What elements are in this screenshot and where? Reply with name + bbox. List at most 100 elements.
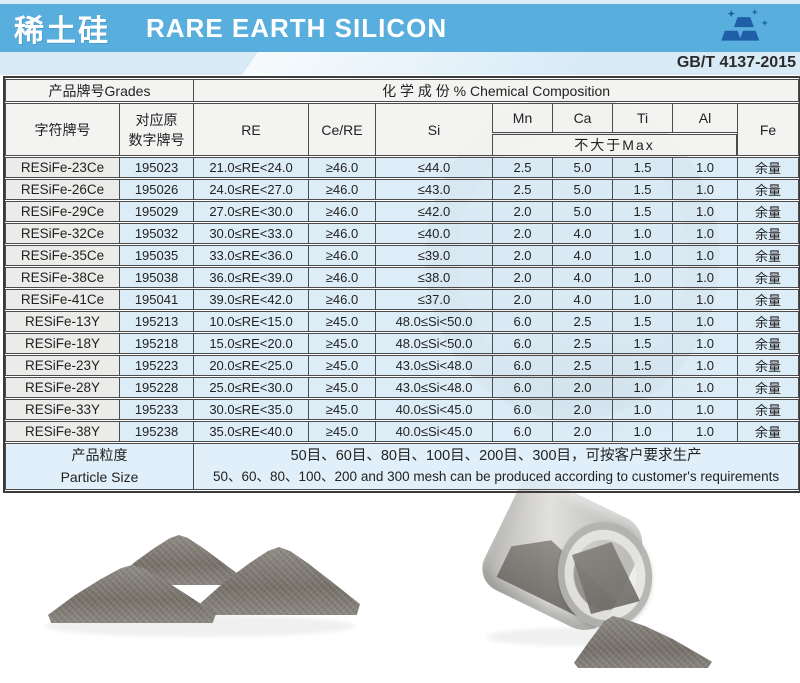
cell-fe: 余量: [737, 355, 800, 376]
cell-ca: 4.0: [552, 245, 613, 266]
cell-grade: RESiFe-38Ce: [5, 267, 119, 288]
cell-re: 35.0≤RE<40.0: [193, 421, 309, 442]
cell-mn: 6.0: [492, 377, 553, 398]
table-row: RESiFe-29Ce 195029 27.0≤RE<30.0 ≥46.0 ≤4…: [5, 201, 800, 222]
cell-code: 195041: [119, 289, 194, 310]
cell-mn: 6.0: [492, 355, 553, 376]
ingots-icon: [721, 9, 768, 41]
cell-al: 1.0: [672, 179, 738, 200]
header-max-row: 不大于Max: [5, 134, 799, 156]
header-numeric-grade-line1: 对应原: [135, 111, 178, 128]
cell-ca: 4.0: [552, 289, 613, 310]
cell-ca: 2.0: [552, 377, 613, 398]
cell-code: 195029: [119, 201, 194, 222]
cell-ti: 1.0: [612, 399, 673, 420]
table-row: RESiFe-32Ce 195032 30.0≤RE<33.0 ≥46.0 ≤4…: [5, 223, 800, 244]
cell-code: 195223: [119, 355, 194, 376]
cell-al: 1.0: [672, 399, 738, 420]
table-row: RESiFe-18Y 195218 15.0≤RE<20.0 ≥45.0 48.…: [5, 333, 800, 354]
cell-mn: 2.5: [492, 179, 553, 200]
cell-grade: RESiFe-32Ce: [5, 223, 119, 244]
header-max: 不大于Max: [492, 134, 738, 156]
cell-fe: 余量: [737, 311, 800, 332]
cell-al: 1.0: [672, 289, 738, 310]
cell-al: 1.0: [672, 311, 738, 332]
cell-mn: 6.0: [492, 333, 553, 354]
cell-cere: ≥45.0: [308, 355, 376, 376]
cell-grade: RESiFe-38Y: [5, 421, 119, 442]
header-symbol-grade: 字符牌号: [5, 103, 119, 156]
table-row: RESiFe-23Ce 195023 21.0≤RE<24.0 ≥46.0 ≤4…: [5, 157, 800, 178]
cell-code: 195026: [119, 179, 194, 200]
cell-ti: 1.5: [612, 355, 673, 376]
cell-si: 40.0≤Si<45.0: [375, 421, 493, 442]
cell-code: 195238: [119, 421, 194, 442]
cell-re: 21.0≤RE<24.0: [193, 157, 309, 178]
cell-re: 39.0≤RE<42.0: [193, 289, 309, 310]
header-group-row: 产品牌号Grades 化 学 成 份 % Chemical Compositio…: [5, 79, 800, 102]
cell-al: 1.0: [672, 157, 738, 178]
cell-ca: 2.0: [552, 421, 613, 442]
header-si: Si: [375, 103, 493, 156]
table-row: RESiFe-13Y 195213 10.0≤RE<15.0 ≥45.0 48.…: [5, 311, 800, 332]
cell-cere: ≥45.0: [308, 399, 376, 420]
cell-si: ≤44.0: [375, 157, 493, 178]
particle-text-en: 50、60、80、100、200 and 300 mesh can be pro…: [212, 469, 780, 485]
cell-ti: 1.5: [612, 157, 673, 178]
cell-ti: 1.0: [612, 245, 673, 266]
cell-code: 195035: [119, 245, 194, 266]
cell-cere: ≥46.0: [308, 267, 376, 288]
cell-re: 27.0≤RE<30.0: [193, 201, 309, 222]
cell-code: 195228: [119, 377, 194, 398]
cell-si: ≤42.0: [375, 201, 493, 222]
cell-cere: ≥45.0: [308, 421, 376, 442]
header-ti: Ti: [612, 103, 673, 133]
cell-ti: 1.5: [612, 201, 673, 222]
cell-si: ≤38.0: [375, 267, 493, 288]
cell-fe: 余量: [737, 179, 800, 200]
cell-fe: 余量: [737, 223, 800, 244]
cell-code: 195023: [119, 157, 194, 178]
particle-label-zh: 产品粒度: [71, 446, 128, 463]
cell-cere: ≥46.0: [308, 245, 376, 266]
cell-cere: ≥46.0: [308, 201, 376, 222]
cell-al: 1.0: [672, 223, 738, 244]
header-numeric-grade-line2: 数字牌号: [128, 131, 185, 148]
particle-size-label: 产品粒度 Particle Size: [5, 443, 194, 490]
header-grades-group: 产品牌号Grades: [5, 79, 194, 102]
table-row: RESiFe-23Y 195223 20.0≤RE<25.0 ≥45.0 43.…: [5, 355, 800, 376]
cell-fe: 余量: [737, 377, 800, 398]
particle-size-content: 50目、60目、80目、100目、200目、300目，可按客户要求生产 50、6…: [193, 443, 800, 490]
cell-fe: 余量: [737, 267, 800, 288]
cell-cere: ≥46.0: [308, 157, 376, 178]
header-columns-row: 字符牌号 对应原 数字牌号 RE Ce/RE Si Mn Ca Ti Al Fe: [5, 103, 800, 156]
cell-grade: RESiFe-41Ce: [5, 289, 119, 310]
cell-al: 1.0: [672, 355, 738, 376]
cell-re: 33.0≤RE<36.0: [193, 245, 309, 266]
page-title-zh: 稀土硅: [14, 15, 110, 48]
cell-code: 195218: [119, 333, 194, 354]
header-cere: Ce/RE: [308, 103, 376, 156]
cell-cere: ≥46.0: [308, 223, 376, 244]
cell-al: 1.0: [672, 267, 738, 288]
cell-mn: 2.0: [492, 223, 553, 244]
cell-ca: 2.5: [552, 311, 613, 332]
top-strip: [0, 0, 800, 4]
cell-si: ≤37.0: [375, 289, 493, 310]
cell-grade: RESiFe-23Y: [5, 355, 119, 376]
cell-code: 195038: [119, 267, 194, 288]
cell-mn: 2.0: [492, 201, 553, 222]
spec-table-wrap: 产品牌号Grades 化 学 成 份 % Chemical Compositio…: [0, 75, 800, 493]
cell-si: 40.0≤Si<45.0: [375, 399, 493, 420]
cell-re: 25.0≤RE<30.0: [193, 377, 309, 398]
header-re: RE: [193, 103, 309, 156]
cell-ca: 5.0: [552, 179, 613, 200]
cell-ti: 1.0: [612, 267, 673, 288]
cell-re: 20.0≤RE<25.0: [193, 355, 309, 376]
cell-mn: 6.0: [492, 311, 553, 332]
table-row: RESiFe-38Y 195238 35.0≤RE<40.0 ≥45.0 40.…: [5, 421, 800, 442]
header-mn: Mn: [492, 103, 553, 133]
cell-mn: 2.0: [492, 267, 553, 288]
cell-cere: ≥46.0: [308, 179, 376, 200]
cell-grade: RESiFe-26Ce: [5, 179, 119, 200]
